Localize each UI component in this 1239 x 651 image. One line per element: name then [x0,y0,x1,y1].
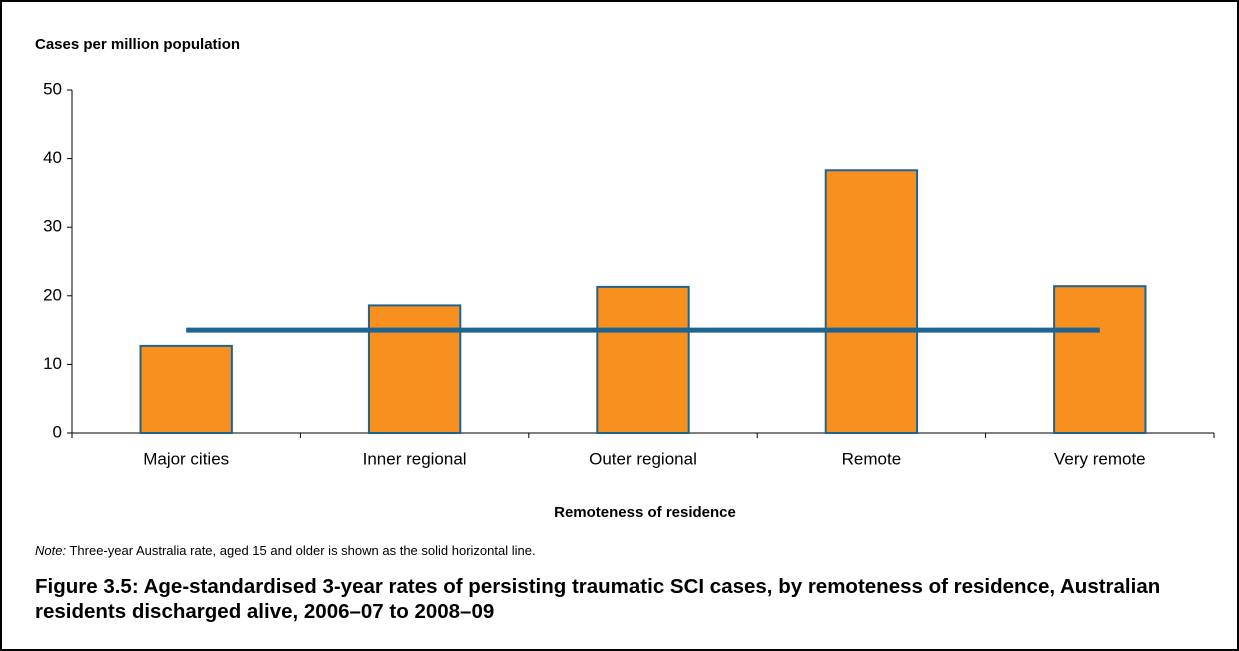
y-axis-label: Cases per million population [35,36,240,53]
y-tick-label: 40 [43,148,62,167]
note-text: Three-year Australia rate, aged 15 and o… [69,543,536,558]
y-tick-label: 30 [43,217,62,236]
bar [367,304,462,434]
note: Note: Three-year Australia rate, aged 15… [35,543,536,558]
note-label: Note: [35,543,67,558]
x-tick-label: Major cities [143,449,229,468]
bar [824,169,919,434]
y-tick-label: 50 [43,79,62,98]
y-tick-label: 0 [53,422,62,441]
x-axis-label: Remoteness of residence [554,504,736,521]
y-tick-label: 20 [43,285,62,304]
x-tick-label: Very remote [1054,449,1146,468]
bar [1053,285,1147,435]
caption: Figure 3.5: Age-standardised 3-year rate… [35,575,1161,623]
x-tick-label: Inner regional [363,449,467,468]
y-tick-label: 10 [43,354,62,373]
bar [596,285,690,434]
x-tick-label: Remote [842,449,902,468]
x-tick-label: Outer regional [589,449,697,468]
bar [139,344,233,434]
